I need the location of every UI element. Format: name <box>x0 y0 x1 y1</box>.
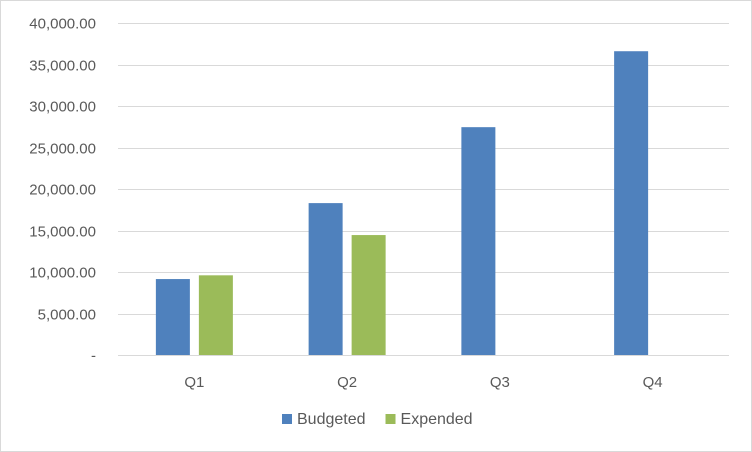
legend-swatch-budgeted <box>282 414 292 424</box>
y-tick-label: 25,000.00 <box>29 141 96 158</box>
legend-label-expended: Expended <box>401 411 473 428</box>
bar-budgeted-q4 <box>614 51 649 355</box>
x-tick-label: Q4 <box>643 374 663 391</box>
y-tick-label: 10,000.00 <box>29 265 96 282</box>
x-tick-label: Q1 <box>184 374 204 391</box>
bars <box>155 51 649 355</box>
y-tick-label: 35,000.00 <box>29 58 96 75</box>
bar-expended-q2 <box>351 235 386 355</box>
bar-budgeted-q3 <box>461 127 496 355</box>
bar-expended-q1 <box>198 275 233 355</box>
y-tick-label: 30,000.00 <box>29 99 96 116</box>
y-axis-tick-labels: - 5,000.00 10,000.00 15,000.00 20,000.00 25,0… <box>29 16 96 365</box>
x-axis-tick-labels: Q1 Q2 Q3 Q4 <box>184 374 662 391</box>
y-tick-label: 40,000.00 <box>29 16 96 33</box>
legend-label-budgeted: Budgeted <box>297 411 366 428</box>
y-tick-label: 5,000.00 <box>38 307 96 324</box>
bar-budgeted-q1 <box>155 279 190 355</box>
legend-swatch-expended <box>385 414 396 424</box>
y-tick-label: 15,000.00 <box>29 224 96 241</box>
x-tick-label: Q3 <box>490 374 510 391</box>
legend: Budgeted Expended <box>282 411 473 428</box>
x-tick-label: Q2 <box>337 374 357 391</box>
y-tick-label: - <box>91 348 96 365</box>
y-tick-label: 20,000.00 <box>29 182 96 199</box>
bar-budgeted-q2 <box>308 203 343 355</box>
